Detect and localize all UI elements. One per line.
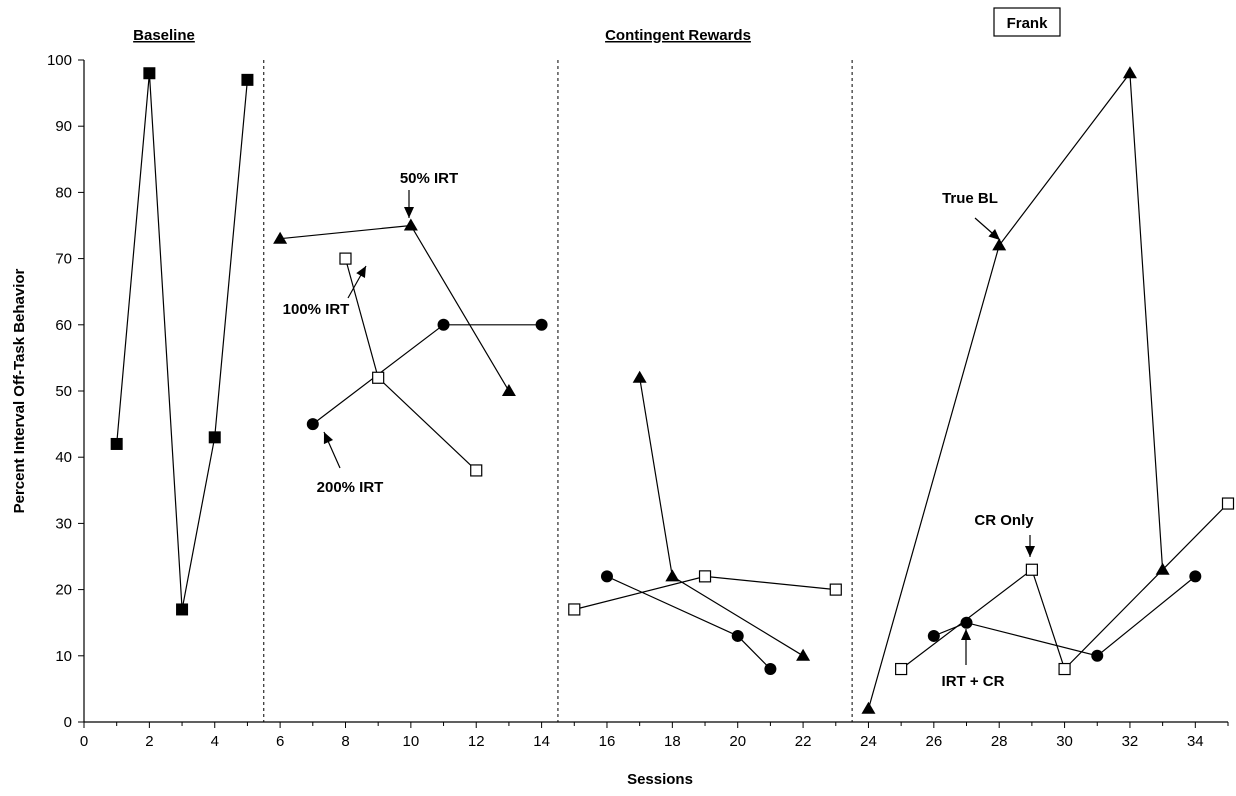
data-point-filled-circle (1189, 570, 1202, 583)
series-line-3 (312, 324, 542, 425)
data-point-filled-square (176, 603, 189, 616)
phase-label-contingent-rewards: Contingent Rewards (605, 27, 751, 44)
annotation-arrowhead (404, 207, 414, 218)
participant-label: Frank (1007, 15, 1049, 32)
data-point-filled-circle (306, 418, 319, 431)
data-point-filled-circle (535, 318, 548, 331)
series-line-2 (344, 258, 477, 471)
data-point-open-square (568, 603, 581, 616)
data-point-open-square (895, 662, 908, 676)
x-tick-label: 18 (664, 733, 681, 750)
data-point-open-square (698, 570, 712, 583)
phase-lines (263, 60, 853, 722)
y-tick-label: 60 (55, 317, 72, 334)
series-line-4 (639, 377, 804, 657)
y-tick-label: 100 (47, 52, 72, 69)
series-line-9 (933, 575, 1196, 657)
annotation-label: 50% IRT (400, 170, 458, 187)
y-tick-label: 80 (55, 184, 72, 201)
y-tick-label: 20 (55, 582, 72, 599)
annotations: 50% IRT 100% IRT 200% IRT True BL CR Only IRT… (283, 170, 1035, 690)
data-point-open-square (372, 371, 385, 384)
y-tick-label: 0 (64, 714, 72, 731)
annotation-arrowhead (1025, 546, 1035, 557)
annotation-label: CR Only (974, 512, 1034, 529)
data-point-open-square (1221, 497, 1235, 510)
x-tick-label: 10 (403, 733, 420, 750)
data-point-filled-triangle (632, 370, 647, 383)
data-point-filled-triangle (273, 231, 288, 244)
data-point-filled-circle (927, 629, 940, 642)
data-point-open-square (1025, 563, 1038, 576)
x-tick-label: 34 (1187, 733, 1204, 750)
x-tick-label: 12 (468, 733, 485, 750)
x-tick-label: 26 (925, 733, 942, 750)
data-point-filled-triangle (501, 384, 516, 396)
data-point-open-square (339, 252, 352, 265)
annotation-label: 200% IRT (317, 479, 384, 496)
data-point-filled-circle (960, 616, 973, 629)
x-tick-label: 16 (599, 733, 616, 750)
data-point-open-square (470, 464, 483, 477)
data-point-filled-square (241, 73, 254, 86)
x-tick-label: 0 (80, 733, 88, 750)
data-point-filled-triangle (796, 648, 811, 661)
data-point-filled-circle (600, 570, 613, 583)
annotation-label: True BL (942, 190, 998, 207)
series-line-0 (116, 73, 248, 610)
phase-label-baseline: Baseline (133, 27, 195, 44)
x-tick-label: 14 (533, 733, 550, 750)
y-tick-label: 10 (55, 648, 72, 665)
x-tick-label: 8 (341, 733, 349, 750)
x-tick-label: 28 (991, 733, 1008, 750)
x-tick-label: 6 (276, 733, 284, 750)
data-point-filled-circle (764, 663, 777, 676)
annotation-label: IRT + CR (942, 673, 1005, 690)
annotation-label: 100% IRT (283, 301, 350, 318)
y-tick-label: 90 (55, 118, 72, 135)
y-tick-label: 50 (55, 383, 72, 400)
data-point-filled-triangle (1155, 562, 1170, 575)
data-point-open-square (829, 583, 842, 596)
data-point-filled-triangle (1122, 66, 1137, 79)
data-point-filled-triangle (403, 218, 418, 231)
data-point-filled-square (208, 431, 221, 444)
labels: Baseline Contingent Rewards Frank Sessio… (11, 7, 1061, 788)
series-group (110, 66, 1235, 714)
x-tick-label: 30 (1056, 733, 1073, 750)
series-line-8 (900, 503, 1229, 671)
annotation-arrowhead (988, 228, 1000, 240)
x-tick-label: 22 (795, 733, 812, 750)
y-tick-label: 70 (55, 251, 72, 268)
y-tick-label: 40 (55, 449, 72, 466)
x-tick-label: 24 (860, 733, 877, 750)
data-point-filled-circle (1091, 649, 1104, 662)
data-point-open-square (1058, 662, 1071, 676)
y-tick-label: 30 (55, 515, 72, 532)
data-point-filled-circle (437, 318, 450, 331)
x-axis-title: Sessions (627, 771, 693, 788)
series-line-7 (867, 71, 1164, 709)
x-tick-label: 20 (729, 733, 746, 750)
annotation-arrowhead (356, 266, 366, 279)
annotation-arrowhead (961, 629, 971, 640)
data-point-filled-square (143, 67, 156, 80)
annotation-arrowhead (323, 432, 334, 445)
data-point-filled-triangle (861, 701, 876, 714)
data-point-filled-square (110, 437, 123, 450)
participant-box (993, 7, 1061, 37)
data-point-filled-circle (731, 629, 744, 642)
series-line-6 (606, 575, 771, 670)
data-point-filled-triangle (665, 569, 680, 582)
x-tick-label: 4 (211, 733, 219, 750)
x-tick-label: 2 (145, 733, 153, 750)
x-tick-label: 32 (1122, 733, 1139, 750)
y-axis-title: Percent Interval Off-Task Behavior (11, 268, 28, 513)
data-point-filled-triangle (992, 238, 1007, 251)
